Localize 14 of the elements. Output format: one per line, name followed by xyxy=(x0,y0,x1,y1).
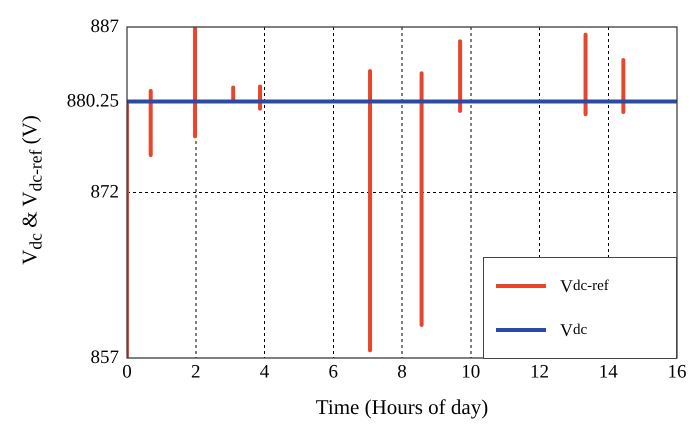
x-tick-label: 12 xyxy=(530,361,549,382)
x-tick-label: 8 xyxy=(397,361,407,382)
x-tick-label: 14 xyxy=(598,361,618,382)
x-tick-label: 0 xyxy=(122,361,132,382)
y-tick-label: 880.25 xyxy=(66,90,119,112)
x-tick-label: 2 xyxy=(191,361,200,382)
y-tick-label: 857 xyxy=(90,346,119,368)
x-axis-title: Time (Hours of day) xyxy=(316,395,488,420)
x-tick-label: 16 xyxy=(668,361,686,382)
x-tick-label: 10 xyxy=(461,361,480,382)
y-tick-label: 887 xyxy=(90,16,119,37)
x-tick-label: 4 xyxy=(260,361,270,382)
x-tick-label: 6 xyxy=(328,361,338,382)
y-tick-label: 872 xyxy=(90,181,119,202)
